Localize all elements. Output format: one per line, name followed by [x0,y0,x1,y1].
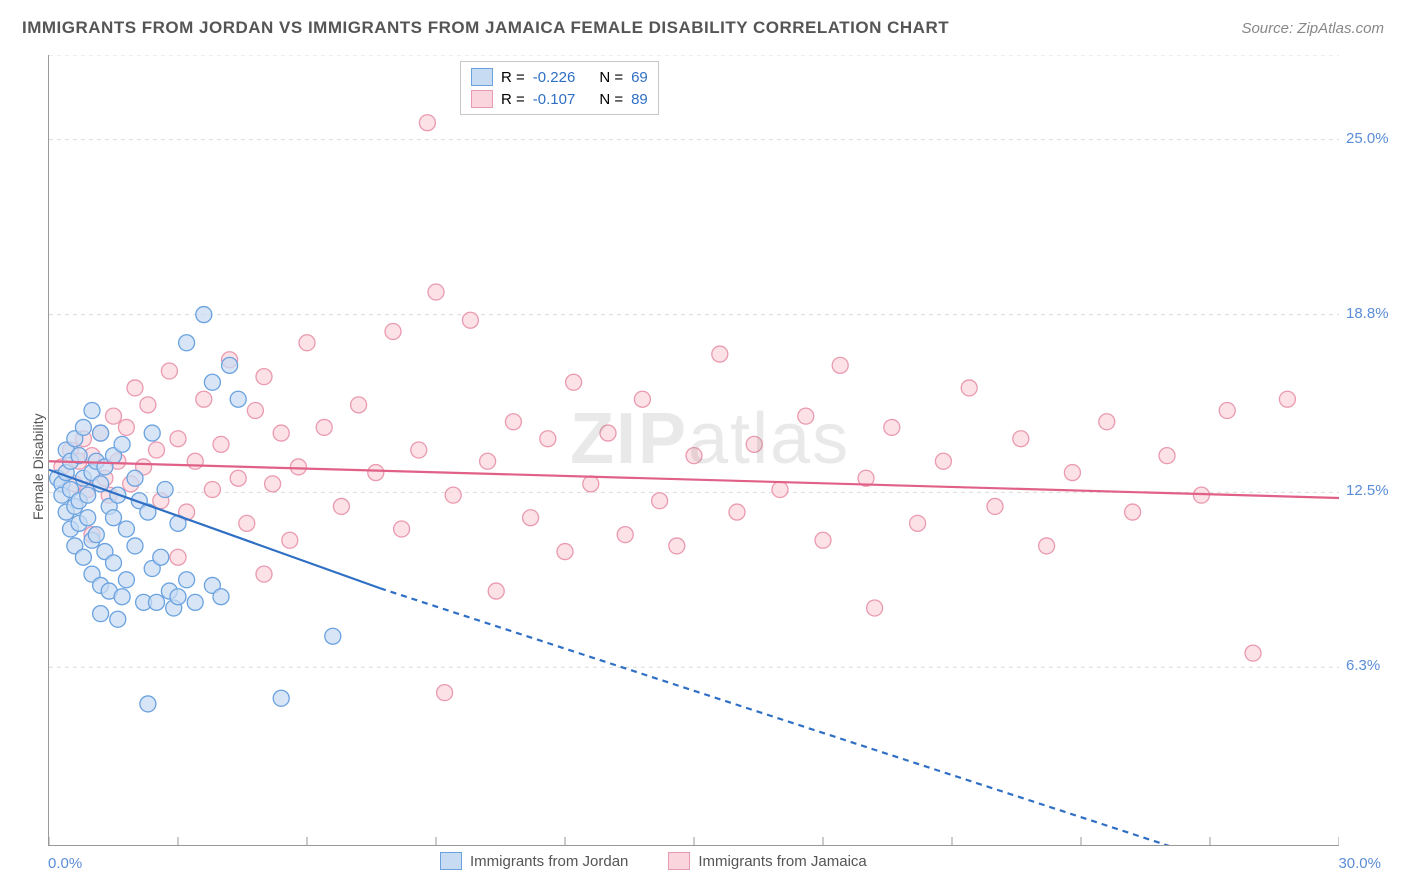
y-tick-label: 6.3% [1346,657,1380,674]
y-tick-label: 18.8% [1346,305,1389,322]
jamaica-n-value: 89 [631,91,648,108]
r-label: R = [501,69,525,86]
swatch-jamaica [471,90,493,108]
correlation-legend: R = -0.226 N = 69 R = -0.107 N = 89 [460,61,659,115]
x-min-label: 0.0% [48,855,82,872]
x-max-label: 30.0% [1338,855,1381,872]
jordan-label: Immigrants from Jordan [470,853,628,870]
legend-item-jamaica: Immigrants from Jamaica [668,852,866,870]
legend-item-jordan: Immigrants from Jordan [440,852,628,870]
series-legend: Immigrants from Jordan Immigrants from J… [440,852,867,870]
n-label: N = [599,91,623,108]
y-tick-label: 12.5% [1346,482,1389,499]
n-label: N = [599,69,623,86]
jamaica-label: Immigrants from Jamaica [698,853,866,870]
y-axis-label: Female Disability [30,413,46,520]
legend-row-jamaica: R = -0.107 N = 89 [471,88,648,110]
y-tick-label: 25.0% [1346,130,1389,147]
jordan-r-value: -0.226 [533,69,576,86]
jordan-n-value: 69 [631,69,648,86]
scatter-plot [48,55,1339,846]
swatch-jamaica [668,852,690,870]
jamaica-r-value: -0.107 [533,91,576,108]
r-label: R = [501,91,525,108]
legend-row-jordan: R = -0.226 N = 69 [471,66,648,88]
swatch-jordan [471,68,493,86]
chart-title: IMMIGRANTS FROM JORDAN VS IMMIGRANTS FRO… [22,18,949,38]
source-label: Source: ZipAtlas.com [1241,20,1384,37]
swatch-jordan [440,852,462,870]
